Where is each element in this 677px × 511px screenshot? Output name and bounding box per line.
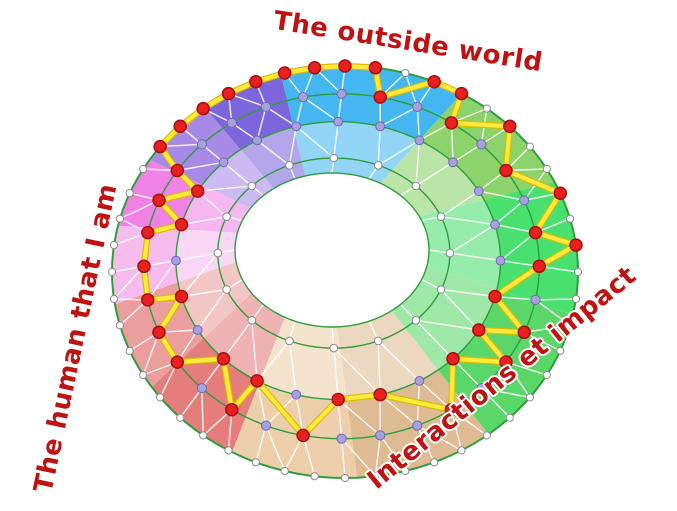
torus-diagram <box>107 59 583 483</box>
diagram-stage: The outside world The human that I am In… <box>28 5 643 496</box>
